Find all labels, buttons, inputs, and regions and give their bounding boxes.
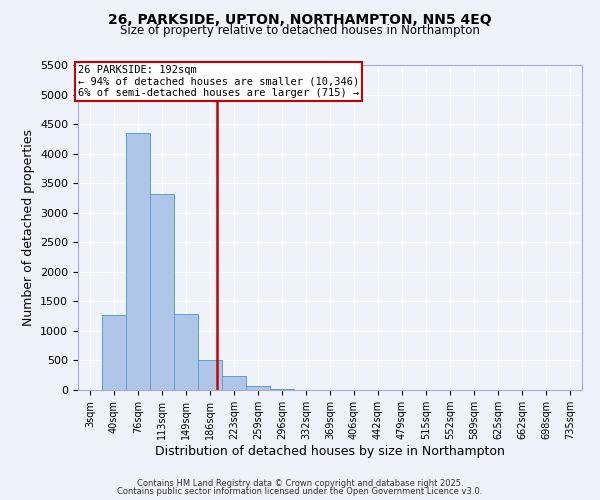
Text: Contains public sector information licensed under the Open Government Licence v3: Contains public sector information licen… xyxy=(118,487,482,496)
Text: Contains HM Land Registry data © Crown copyright and database right 2025.: Contains HM Land Registry data © Crown c… xyxy=(137,478,463,488)
Bar xyxy=(174,314,198,390)
Bar xyxy=(222,376,246,390)
Text: Size of property relative to detached houses in Northampton: Size of property relative to detached ho… xyxy=(120,24,480,37)
Bar xyxy=(126,133,150,390)
Text: 26 PARKSIDE: 192sqm
← 94% of detached houses are smaller (10,346)
6% of semi-det: 26 PARKSIDE: 192sqm ← 94% of detached ho… xyxy=(78,65,359,98)
Y-axis label: Number of detached properties: Number of detached properties xyxy=(22,129,35,326)
X-axis label: Distribution of detached houses by size in Northampton: Distribution of detached houses by size … xyxy=(155,445,505,458)
Bar xyxy=(198,360,222,390)
Text: 26, PARKSIDE, UPTON, NORTHAMPTON, NN5 4EQ: 26, PARKSIDE, UPTON, NORTHAMPTON, NN5 4E… xyxy=(108,12,492,26)
Bar xyxy=(246,386,270,390)
Bar xyxy=(102,315,126,390)
Bar xyxy=(270,389,294,390)
Bar xyxy=(150,194,174,390)
